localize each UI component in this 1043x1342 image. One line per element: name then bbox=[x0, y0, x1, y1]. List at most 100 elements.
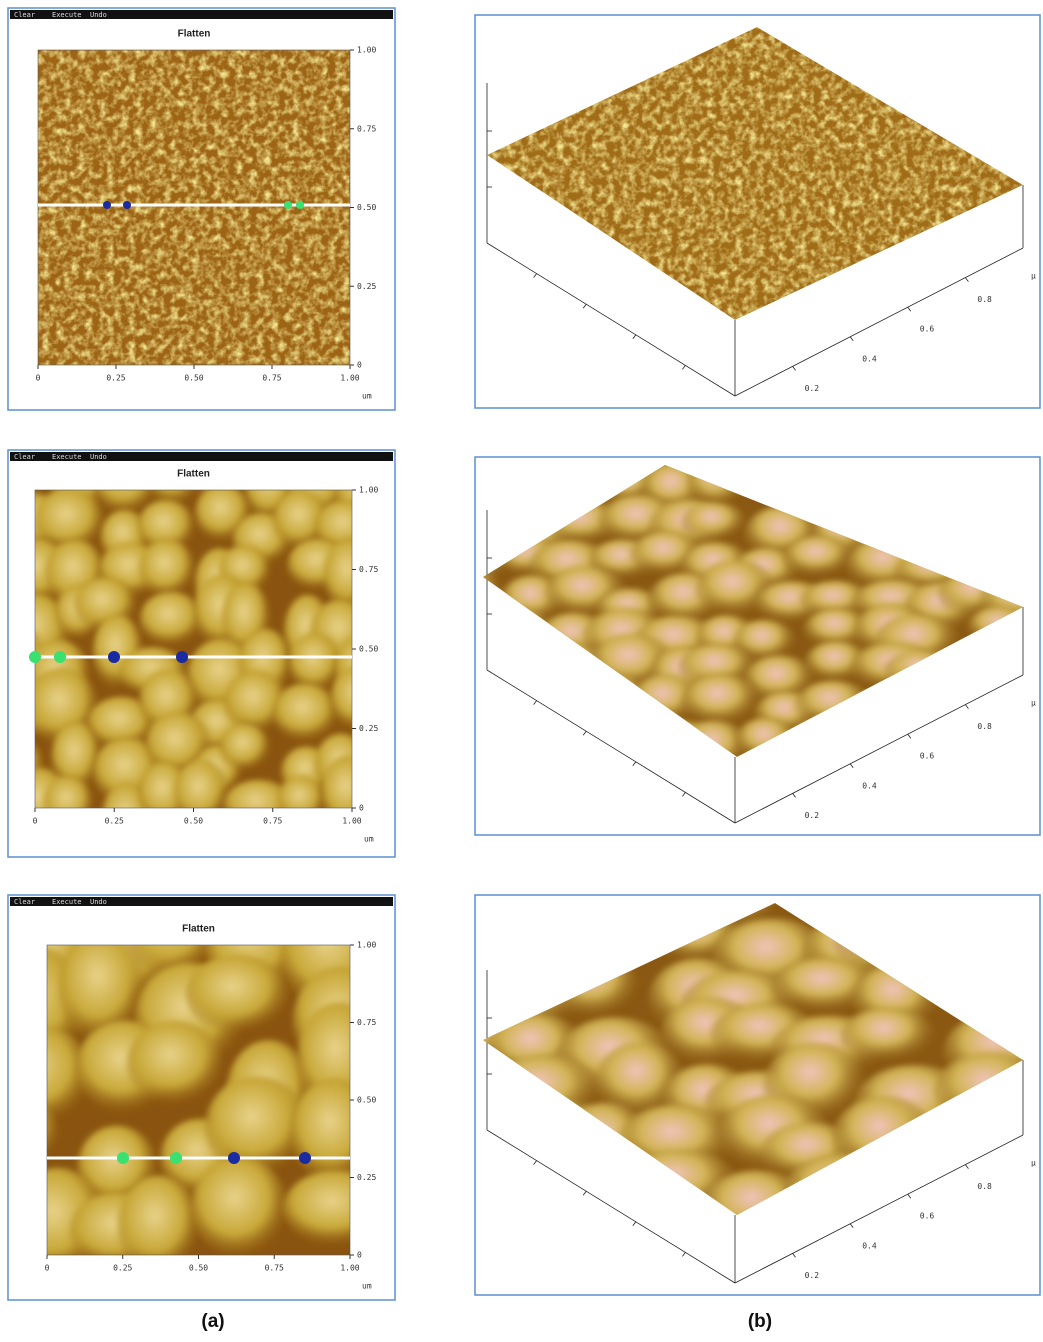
unit-label: µ bbox=[1031, 699, 1036, 708]
grain-blob bbox=[47, 1107, 59, 1157]
tick-mark bbox=[582, 303, 587, 309]
axis-line bbox=[486, 1129, 736, 1284]
cursor-marker bbox=[103, 201, 111, 209]
tick-label: 0.8 bbox=[977, 722, 992, 731]
x-tick-label: 0.50 bbox=[184, 817, 203, 826]
tick-mark bbox=[965, 277, 969, 282]
y-tick-label: 0 bbox=[357, 1251, 362, 1260]
grain-blob bbox=[51, 721, 102, 793]
axis-line bbox=[734, 1134, 1024, 1284]
grain-blob bbox=[272, 683, 339, 743]
afm-panel: Clear Execute Undo Flatten 1.00 0.75 0.50 0.25 0… bbox=[7, 7, 396, 411]
tick-mark bbox=[792, 1253, 796, 1258]
unit-label: um bbox=[364, 835, 374, 844]
grain-blob bbox=[86, 696, 157, 751]
tick-mark bbox=[965, 1164, 969, 1169]
cursor-marker bbox=[176, 651, 188, 663]
grain-blob bbox=[94, 490, 157, 515]
surface-panel: 0.2 0.4 0.6 0.8 µ bbox=[474, 456, 1041, 836]
menu-item: Clear bbox=[14, 11, 35, 19]
tick-label: 0.4 bbox=[862, 354, 877, 363]
tick-mark bbox=[907, 306, 912, 312]
tick-mark bbox=[533, 1160, 537, 1165]
tick-label: 0.2 bbox=[805, 1271, 820, 1280]
grain-blob bbox=[272, 490, 330, 551]
axis-line bbox=[486, 669, 736, 824]
cursor-marker bbox=[296, 201, 304, 209]
tick-label: 0.4 bbox=[862, 1241, 877, 1250]
grain-blob bbox=[139, 591, 204, 647]
grain-blob bbox=[127, 1021, 223, 1106]
grain-blob bbox=[277, 775, 326, 808]
tick-label: 0.4 bbox=[862, 781, 877, 790]
x-tick-label: 0.25 bbox=[105, 817, 124, 826]
x-tick-label: 0.25 bbox=[106, 374, 125, 383]
x-tick-label: 0.75 bbox=[262, 374, 281, 383]
image-title: Flatten bbox=[177, 469, 210, 480]
tick-mark bbox=[849, 336, 854, 342]
unit-label: µ bbox=[1031, 272, 1036, 281]
menu-item: Clear bbox=[14, 453, 35, 461]
y-tick-label: 0.25 bbox=[357, 282, 376, 291]
x-tick-label: 1.00 bbox=[340, 1264, 359, 1273]
image-title: Flatten bbox=[182, 924, 215, 935]
tick-label: 0.2 bbox=[805, 811, 820, 820]
menu-bar bbox=[10, 897, 393, 906]
menu-bar bbox=[10, 10, 393, 19]
x-tick-label: 1.00 bbox=[340, 374, 359, 383]
menu-item: Clear bbox=[14, 898, 35, 906]
x-tick-label: 0 bbox=[33, 817, 38, 826]
cursor-marker bbox=[54, 651, 66, 663]
cursor-marker bbox=[29, 651, 41, 663]
tick-mark bbox=[632, 334, 637, 340]
surface-panel: 0.2 0.4 0.6 0.8 µ bbox=[474, 14, 1041, 409]
cursor-marker bbox=[170, 1152, 182, 1164]
unit-label: um bbox=[362, 392, 372, 401]
grain-blob bbox=[223, 670, 288, 735]
tick-label: 0.8 bbox=[977, 1182, 992, 1191]
grain-blob bbox=[288, 632, 343, 694]
x-tick-label: 1.00 bbox=[342, 817, 361, 826]
afm-panel: Clear Execute Undo Flatten 1.00 0.75 0.50 0.25 0… bbox=[7, 894, 396, 1301]
tick-mark bbox=[907, 1193, 912, 1199]
y-tick-label: 0.25 bbox=[359, 724, 378, 733]
x-tick-label: 0.75 bbox=[265, 1264, 284, 1273]
cursor-marker bbox=[299, 1152, 311, 1164]
menu-bar bbox=[10, 452, 393, 461]
afm-image bbox=[38, 50, 350, 365]
caption: (b) bbox=[748, 1311, 772, 1332]
tick-mark bbox=[965, 704, 969, 709]
grain-blob bbox=[58, 945, 145, 1045]
surface-bump bbox=[680, 673, 762, 730]
unit-label: um bbox=[362, 1282, 372, 1291]
surface-bump bbox=[782, 535, 856, 581]
y-tick-label: 0.50 bbox=[359, 645, 378, 654]
menu-item: Undo bbox=[90, 898, 107, 906]
tick-mark bbox=[907, 733, 912, 739]
grain-blob bbox=[191, 1156, 288, 1255]
tick-mark bbox=[582, 730, 587, 736]
afm-panel: Clear Execute Undo Flatten 1.00 0.75 0.50 0.25 0… bbox=[7, 449, 396, 858]
surface-panel: 0.2 0.4 0.6 0.8 µ bbox=[474, 894, 1041, 1296]
y-tick-label: 0.50 bbox=[357, 203, 376, 212]
grain-blob bbox=[323, 537, 352, 614]
axis-line bbox=[734, 674, 1024, 824]
y-tick-label: 0 bbox=[359, 804, 364, 813]
menu-item: Execute bbox=[52, 11, 82, 19]
cursor-marker bbox=[228, 1152, 240, 1164]
grain-blob bbox=[283, 1170, 350, 1247]
unit-label: µ bbox=[1031, 1159, 1036, 1168]
grain-blob bbox=[43, 775, 94, 808]
tick-label: 0.6 bbox=[920, 325, 935, 334]
y-tick-label: 1.00 bbox=[359, 486, 378, 495]
cursor-marker bbox=[108, 651, 120, 663]
tick-mark bbox=[582, 1190, 587, 1196]
x-tick-label: 0.25 bbox=[113, 1264, 132, 1273]
grain-blob bbox=[330, 666, 352, 730]
grain-blob bbox=[137, 499, 196, 554]
axis-line bbox=[486, 242, 736, 397]
tick-label: 0.8 bbox=[977, 295, 992, 304]
surface-bump bbox=[840, 1007, 937, 1067]
y-tick-label: 0.75 bbox=[357, 124, 376, 133]
